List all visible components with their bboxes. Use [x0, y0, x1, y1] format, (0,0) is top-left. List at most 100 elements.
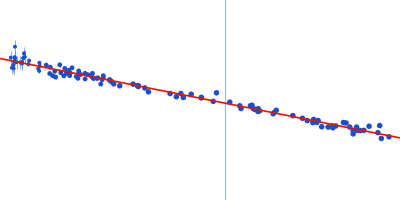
Point [90, 77, 97, 80]
Point [252, 108, 258, 111]
Point [325, 125, 331, 129]
Point [350, 129, 356, 132]
Point [36, 61, 43, 64]
Point [270, 112, 276, 115]
Point [52, 76, 59, 79]
Point [82, 77, 88, 81]
Point [8, 56, 14, 59]
Point [145, 90, 152, 93]
Point [110, 82, 117, 85]
Point [36, 64, 43, 67]
Point [353, 125, 360, 129]
Point [73, 75, 80, 78]
Point [25, 63, 32, 66]
Point [43, 64, 50, 67]
Point [60, 74, 67, 77]
Point [13, 61, 20, 64]
Point [135, 84, 142, 87]
Point [210, 100, 216, 103]
Point [90, 76, 96, 79]
Point [198, 96, 204, 99]
Point [47, 66, 54, 69]
Point [256, 109, 263, 112]
Point [347, 125, 353, 129]
Point [354, 129, 360, 132]
Point [98, 82, 104, 86]
Point [35, 67, 41, 70]
Point [77, 73, 84, 76]
Point [99, 78, 105, 81]
Point [180, 96, 186, 99]
Point [106, 78, 113, 82]
Point [64, 72, 70, 75]
Point [11, 60, 17, 63]
Point [75, 72, 82, 76]
Point [67, 71, 73, 74]
Point [12, 56, 18, 59]
Point [76, 69, 82, 73]
Point [58, 71, 64, 74]
Point [330, 126, 336, 129]
Point [66, 69, 72, 72]
Point [9, 66, 15, 69]
Point [12, 57, 18, 60]
Point [100, 74, 106, 77]
Point [226, 101, 233, 104]
Point [22, 55, 28, 59]
Point [46, 72, 53, 75]
Point [318, 125, 325, 128]
Point [304, 119, 310, 122]
Point [20, 56, 26, 60]
Point [315, 119, 321, 122]
Point [361, 129, 367, 132]
Point [94, 77, 100, 80]
Point [314, 121, 320, 124]
Point [271, 111, 278, 114]
Point [249, 104, 255, 107]
Point [88, 75, 94, 78]
Point [310, 121, 316, 124]
Point [250, 107, 256, 110]
Point [116, 84, 123, 87]
Point [130, 83, 136, 86]
Point [19, 60, 25, 64]
Point [18, 62, 25, 65]
Point [378, 137, 384, 140]
Point [62, 67, 68, 70]
Point [366, 125, 372, 128]
Point [188, 93, 194, 96]
Point [255, 110, 261, 113]
Point [236, 104, 243, 107]
Point [63, 72, 70, 75]
Point [332, 124, 339, 128]
Point [273, 109, 280, 112]
Point [21, 52, 27, 55]
Point [357, 129, 363, 132]
Point [52, 70, 58, 73]
Point [65, 69, 71, 72]
Point [310, 118, 317, 121]
Point [343, 121, 349, 125]
Point [142, 86, 148, 90]
Point [12, 45, 18, 48]
Point [238, 107, 244, 110]
Point [178, 92, 184, 95]
Point [100, 76, 106, 79]
Point [198, 96, 204, 99]
Point [340, 121, 347, 124]
Point [89, 72, 96, 75]
Point [17, 61, 24, 64]
Point [375, 131, 381, 134]
Point [10, 64, 16, 67]
Point [94, 77, 100, 80]
Point [75, 77, 81, 80]
Point [10, 67, 17, 70]
Point [173, 95, 180, 98]
Point [329, 124, 336, 127]
Point [69, 66, 75, 69]
Point [167, 92, 173, 95]
Point [84, 73, 91, 76]
Point [134, 84, 141, 87]
Point [255, 107, 261, 110]
Point [376, 124, 383, 127]
